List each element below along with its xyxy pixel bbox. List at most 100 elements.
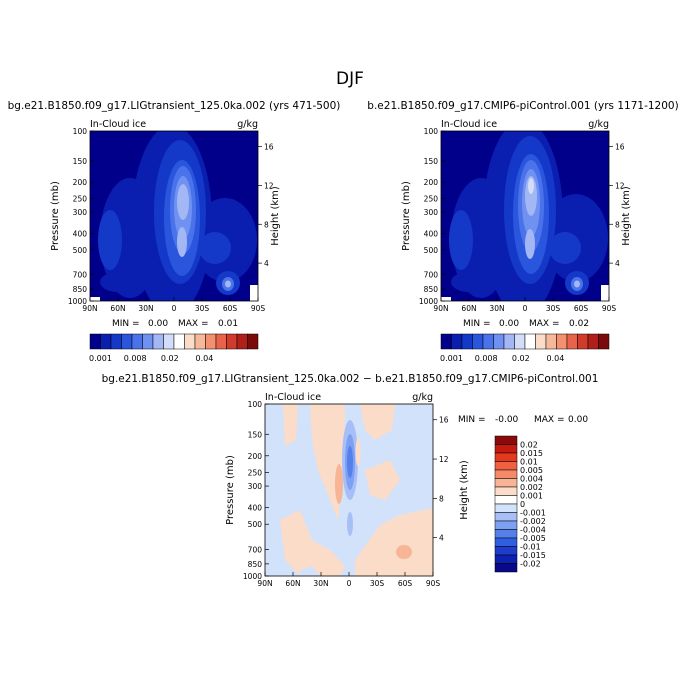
panel-diff: bg.e21.B1850.f09_g17.LIGtransient_125.0k… <box>102 373 599 588</box>
panel-diff-colorbar-label: 0.001 <box>520 492 543 501</box>
panel-diff-variable: In-Cloud ice <box>265 392 321 403</box>
panel-right-ylabel-right: Height (km) <box>621 186 632 246</box>
panel-left-colorbar-swatch <box>110 333 122 350</box>
panel-diff-colorbar-label: -0.002 <box>520 517 546 526</box>
panel-diff-colorbar-swatch <box>494 444 518 454</box>
panel-diff-colorbar-label: 0.004 <box>520 475 543 484</box>
panel-left-title: bg.e21.B1850.f09_g17.LIGtransient_125.0k… <box>8 100 341 112</box>
panel-left-colorbar-swatch <box>205 333 217 350</box>
panel-left-xtick-label: 90S <box>251 304 266 313</box>
panel-diff-ytick-label: 100 <box>248 400 263 409</box>
panel-left: bg.e21.B1850.f09_g17.LIGtransient_125.0k… <box>8 100 341 363</box>
panel-left-ylabel-right: Height (km) <box>270 186 281 246</box>
panel-left-colorbar-swatch <box>100 333 112 350</box>
panel-right-max-value: 0.02 <box>569 319 589 329</box>
panel-diff-colorbar-swatch <box>494 478 518 488</box>
panel-left-colorbar-swatch <box>215 333 227 350</box>
panel-left-ytick-label: 250 <box>73 195 88 204</box>
panel-right-ytick-label: 500 <box>424 246 439 255</box>
panel-diff-height-tick-label: 12 <box>439 455 449 464</box>
panel-left-ytick-label: 850 <box>73 285 88 294</box>
panel-left-max-label: MAX = <box>178 319 209 329</box>
panel-right-colorbar-swatch <box>566 333 578 350</box>
panel-diff-plot <box>265 404 433 576</box>
panel-left-min-label: MIN = <box>112 319 140 329</box>
panel-diff-xtick-label: 60S <box>398 579 413 588</box>
panel-diff-height-tick-label: 4 <box>439 534 444 543</box>
panel-diff-colorbar-swatch <box>494 495 518 505</box>
panel-diff-colorbar-swatch <box>494 554 518 564</box>
panel-right-colorbar-label: 0.008 <box>475 354 498 363</box>
panel-right-ylabel: Pressure (mb) <box>401 181 412 251</box>
panel-diff-ytick-label: 850 <box>248 560 263 569</box>
panel-left-colorbar-swatch <box>173 333 185 350</box>
panel-right-xtick-label: 0 <box>523 304 528 313</box>
panel-left-ytick-label: 700 <box>73 271 88 280</box>
panel-left-height-tick-label: 4 <box>264 259 269 268</box>
panel-right-min-value: 0.00 <box>499 319 519 329</box>
panel-left-height-tick-label: 12 <box>264 181 274 190</box>
panel-left-colorbar-swatch <box>236 333 248 350</box>
panel-left-xtick-label: 90N <box>82 304 97 313</box>
panel-diff-ytick-label: 200 <box>248 452 263 461</box>
panel-right-height-tick-label: 12 <box>615 181 625 190</box>
panel-left-xtick-label: 0 <box>172 304 177 313</box>
panel-diff-colorbar-label: 0.02 <box>520 441 538 450</box>
panel-diff-units: g/kg <box>412 392 433 403</box>
panel-left-colorbar-swatch <box>184 333 196 350</box>
panel-diff-ytick-label: 700 <box>248 545 263 554</box>
panel-diff-colorbar-swatch <box>494 529 518 539</box>
panel-right-ytick-label: 250 <box>424 195 439 204</box>
panel-right-xtick-label: 90N <box>433 304 448 313</box>
panel-left-colorbar-swatch <box>121 333 133 350</box>
panel-right-xtick-label: 30N <box>489 304 504 313</box>
panel-left-ytick-label: 300 <box>73 208 88 217</box>
panel-left-variable: In-Cloud ice <box>90 119 146 130</box>
panel-diff-ylabel: Pressure (mb) <box>225 455 236 525</box>
panel-right-ytick-label: 1000 <box>419 297 438 306</box>
panel-diff-colorbar-swatch <box>494 461 518 471</box>
panel-diff-max-value: 0.00 <box>568 415 588 425</box>
panel-diff-ytick-label: 250 <box>248 468 263 477</box>
panel-left-colorbar-label: 0.04 <box>196 354 214 363</box>
panel-right-xtick-label: 30S <box>546 304 561 313</box>
panel-right-units: g/kg <box>588 119 609 130</box>
panel-diff-colorbar-label: 0.015 <box>520 449 543 458</box>
panel-right-colorbar-swatch <box>451 333 463 350</box>
panel-diff-xtick-label: 90S <box>426 579 441 588</box>
panel-left-min-value: 0.00 <box>148 319 168 329</box>
panel-diff-xtick-label: 90N <box>257 579 272 588</box>
panel-right-colorbar-swatch <box>514 333 526 350</box>
panel-right: b.e21.B1850.f09_g17.CMIP6-piControl.001 … <box>367 100 678 363</box>
panel-left-colorbar-swatch <box>131 333 143 350</box>
panel-right-colorbar-swatch <box>503 333 515 350</box>
panel-right-height-tick-label: 16 <box>615 143 625 152</box>
panel-right-colorbar-swatch <box>461 333 473 350</box>
panel-left-colorbar-swatch <box>247 333 259 350</box>
panel-left-colorbar-swatch <box>226 333 238 350</box>
panel-diff-colorbar-label: -0.001 <box>520 509 546 518</box>
panel-right-colorbar-swatch <box>535 333 547 350</box>
panel-left-ytick-label: 150 <box>73 157 88 166</box>
panel-diff-colorbar-swatch <box>494 469 518 479</box>
panel-diff-max-label: MAX = <box>534 415 565 425</box>
panel-right-plot <box>441 131 609 301</box>
panel-diff-ytick-label: 500 <box>248 520 263 529</box>
panel-right-ytick-label: 400 <box>424 229 439 238</box>
panel-right-height-tick-label: 8 <box>615 220 620 229</box>
panel-diff-colorbar-label: 0.01 <box>520 458 538 467</box>
panel-diff-ytick-label: 150 <box>248 430 263 439</box>
panel-diff-height-tick-label: 16 <box>439 416 449 425</box>
panel-right-colorbar-swatch <box>556 333 568 350</box>
panel-right-colorbar-label: 0.001 <box>440 354 463 363</box>
panel-right-colorbar-swatch <box>598 333 610 350</box>
panel-left-xtick-label: 60N <box>110 304 125 313</box>
figure-title: DJF <box>336 69 364 89</box>
panel-right-colorbar-swatch <box>493 333 505 350</box>
panel-diff-ytick-label: 400 <box>248 504 263 513</box>
panel-right-max-label: MAX = <box>529 319 560 329</box>
panel-diff-ylabel-right: Height (km) <box>459 460 470 520</box>
panel-left-colorbar-swatch <box>89 333 101 350</box>
panel-right-variable: In-Cloud ice <box>441 119 497 130</box>
panel-right-ytick-label: 100 <box>424 127 439 136</box>
